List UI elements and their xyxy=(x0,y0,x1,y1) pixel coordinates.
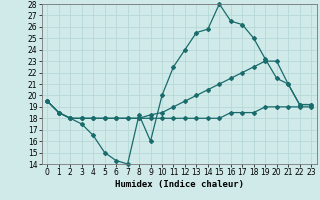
X-axis label: Humidex (Indice chaleur): Humidex (Indice chaleur) xyxy=(115,180,244,189)
